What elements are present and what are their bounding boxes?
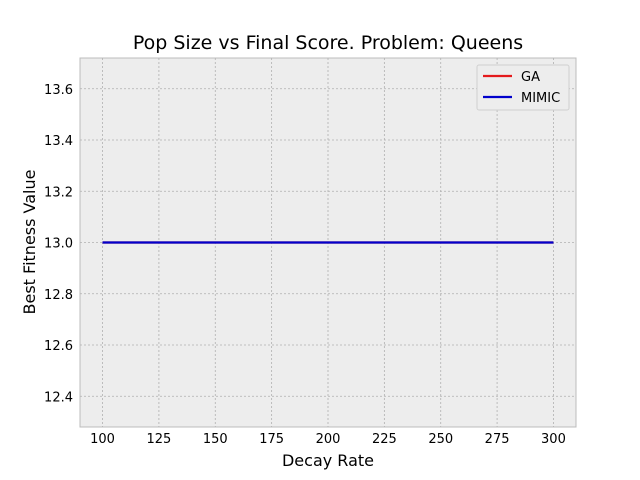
x-tick-label: 200 [316, 432, 341, 447]
x-tick-label: 100 [90, 432, 115, 447]
y-tick-label: 12.8 [44, 288, 73, 303]
x-tick-label: 125 [146, 432, 171, 447]
y-tick-label: 12.6 [44, 339, 73, 354]
x-axis-label: Decay Rate [282, 451, 374, 470]
y-tick-label: 13.6 [44, 83, 73, 98]
chart-title: Pop Size vs Final Score. Problem: Queens [133, 32, 523, 54]
y-tick-label: 13.2 [44, 185, 73, 200]
tick-labels: 100 125 150 175 200 225 250 275 300 12.4 12.6 12.8 1… [44, 83, 566, 447]
y-tick-label: 12.4 [44, 390, 73, 405]
legend-label: MIMIC [521, 91, 560, 106]
x-tick-label: 250 [428, 432, 453, 447]
y-tick-label: 13.4 [44, 134, 73, 149]
y-tick-label: 13.0 [44, 237, 73, 252]
legend-label: GA [521, 70, 540, 85]
x-tick-label: 275 [485, 432, 510, 447]
x-tick-label: 300 [541, 432, 566, 447]
legend: GA MIMIC [476, 64, 570, 111]
x-tick-label: 150 [203, 432, 228, 447]
x-tick-label: 175 [259, 432, 284, 447]
x-tick-label: 225 [372, 432, 397, 447]
y-axis-label: Best Fitness Value [20, 170, 39, 315]
